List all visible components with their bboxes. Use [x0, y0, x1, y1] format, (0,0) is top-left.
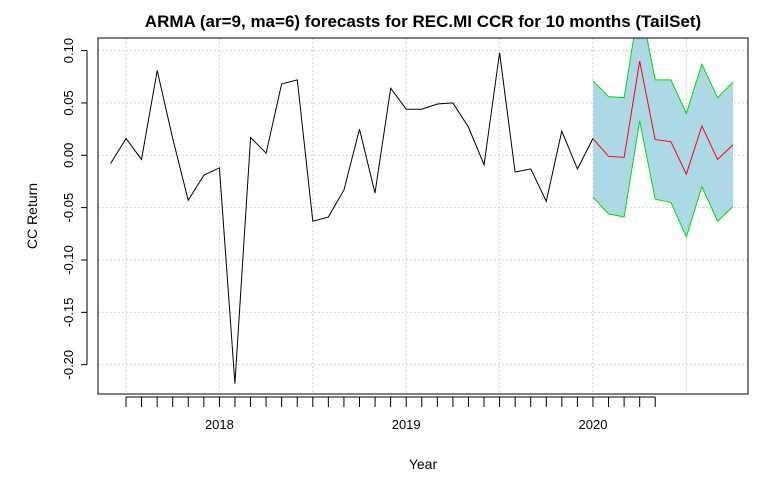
y-tick-label: 0.00 [61, 143, 76, 168]
y-tick-label: 0.05 [61, 90, 76, 115]
x-tick-label: 2018 [205, 417, 234, 432]
y-tick-label: -0.05 [61, 193, 76, 223]
x-tick-label: 2020 [579, 417, 608, 432]
confidence-band [592, 38, 734, 237]
x-axis: 2018 2019 2020 [125, 396, 656, 432]
series-lines [110, 38, 734, 384]
series-line-history [110, 52, 594, 384]
series-line-lower-bound [592, 120, 734, 239]
series-line-upper-bound [592, 38, 734, 115]
series-line-forecast [592, 60, 734, 176]
y-tick-label: 0.10 [61, 38, 76, 63]
plot-frame [97, 37, 749, 395]
y-axis-title: CC Return [24, 183, 40, 249]
y-axis: -0.20 -0.15 -0.10 -0.05 0.00 0.05 0.10 [61, 38, 88, 380]
chart-title: ARMA (ar=9, ma=6) forecasts for REC.MI C… [145, 12, 701, 31]
y-tick-label: -0.10 [61, 245, 76, 275]
y-tick-label: -0.15 [61, 298, 76, 328]
x-axis-title: Year [409, 456, 438, 472]
x-tick-label: 2019 [392, 417, 421, 432]
y-tick-label: -0.20 [61, 350, 76, 380]
confidence-band-area [592, 38, 734, 237]
